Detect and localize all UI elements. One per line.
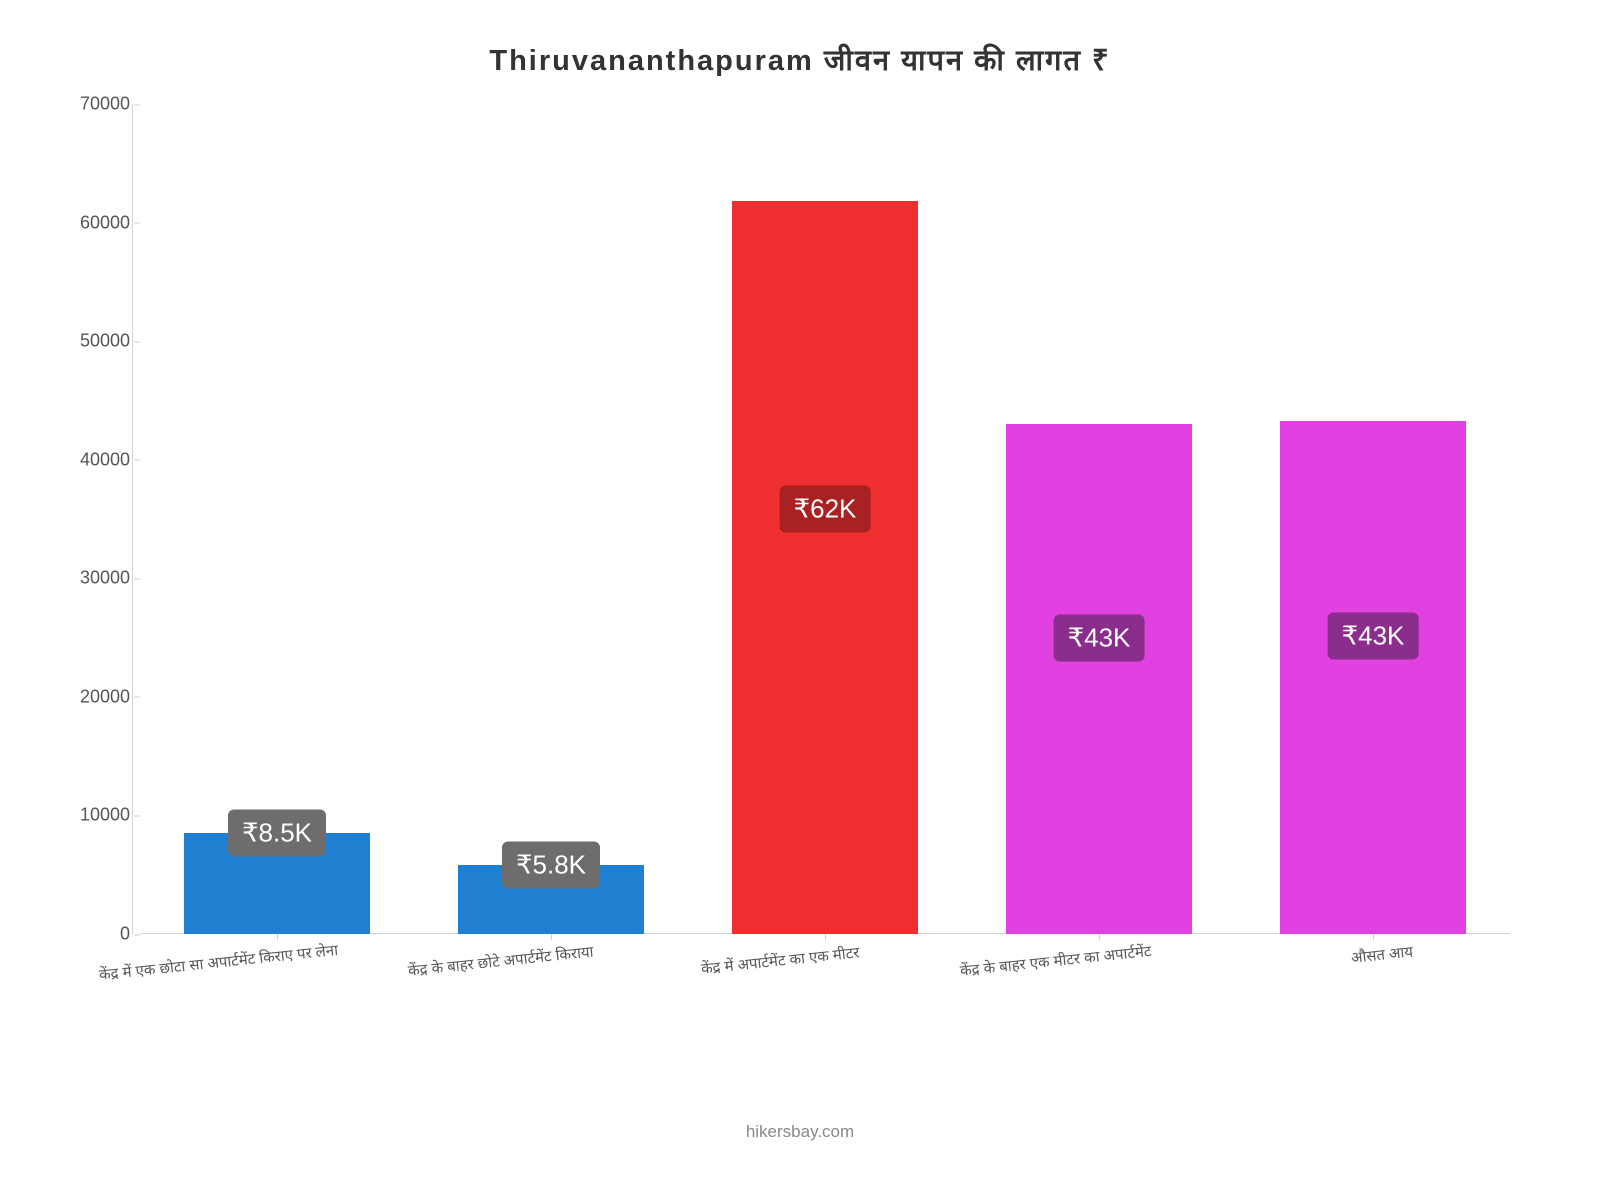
- y-tick: 10000: [50, 805, 130, 826]
- chart-title: Thiruvananthapuram जीवन यापन की लागत ₹: [50, 40, 1550, 79]
- x-axis-label: केंद्र में एक छोटा सा अपार्टमेंट किराए प…: [98, 940, 339, 985]
- y-tick: 0: [50, 924, 130, 945]
- x-tick: [1373, 934, 1374, 940]
- y-tick: 70000: [50, 94, 130, 115]
- bar-value-badge: ₹5.8K: [502, 842, 600, 889]
- x-tick: [825, 934, 826, 940]
- bar-value-badge: ₹43K: [1328, 613, 1419, 660]
- bar: ₹5.8K: [458, 865, 644, 934]
- y-tick: 60000: [50, 212, 130, 233]
- bar-value-badge: ₹8.5K: [228, 810, 326, 857]
- chart-container: Thiruvananthapuram जीवन यापन की लागत ₹ 0…: [50, 40, 1550, 1160]
- y-tick: 30000: [50, 568, 130, 589]
- x-axis-label: केंद्र के बाहर छोटे अपार्टमेंट किराया: [407, 942, 594, 981]
- bar: ₹43K: [1006, 424, 1192, 934]
- bar: ₹43K: [1280, 421, 1466, 934]
- x-axis-label: केंद्र के बाहर एक मीटर का अपार्टमेंट: [959, 941, 1152, 981]
- y-tick: 50000: [50, 331, 130, 352]
- bar-value-badge: ₹62K: [780, 485, 871, 532]
- footer-credit: hikersbay.com: [50, 1122, 1550, 1142]
- bar: ₹62K: [732, 201, 918, 934]
- bars-group: ₹8.5K ₹5.8K ₹62K ₹43K ₹43K: [140, 104, 1510, 934]
- x-axis-label: केंद्र में अपार्टमेंट का एक मीटर: [700, 942, 860, 979]
- bar: ₹8.5K: [184, 833, 370, 934]
- x-tick: [277, 934, 278, 940]
- x-axis-label: औसत आय: [1350, 942, 1414, 968]
- y-tick: 40000: [50, 449, 130, 470]
- y-axis-line: [132, 104, 133, 934]
- x-tick: [1099, 934, 1100, 940]
- x-labels-group: केंद्र में एक छोटा सा अपार्टमेंट किराए प…: [140, 934, 1510, 1054]
- y-tick: 20000: [50, 686, 130, 707]
- bar-value-badge: ₹43K: [1054, 615, 1145, 662]
- x-tick: [551, 934, 552, 940]
- plot-area: 010000200003000040000500006000070000 ₹8.…: [140, 104, 1510, 934]
